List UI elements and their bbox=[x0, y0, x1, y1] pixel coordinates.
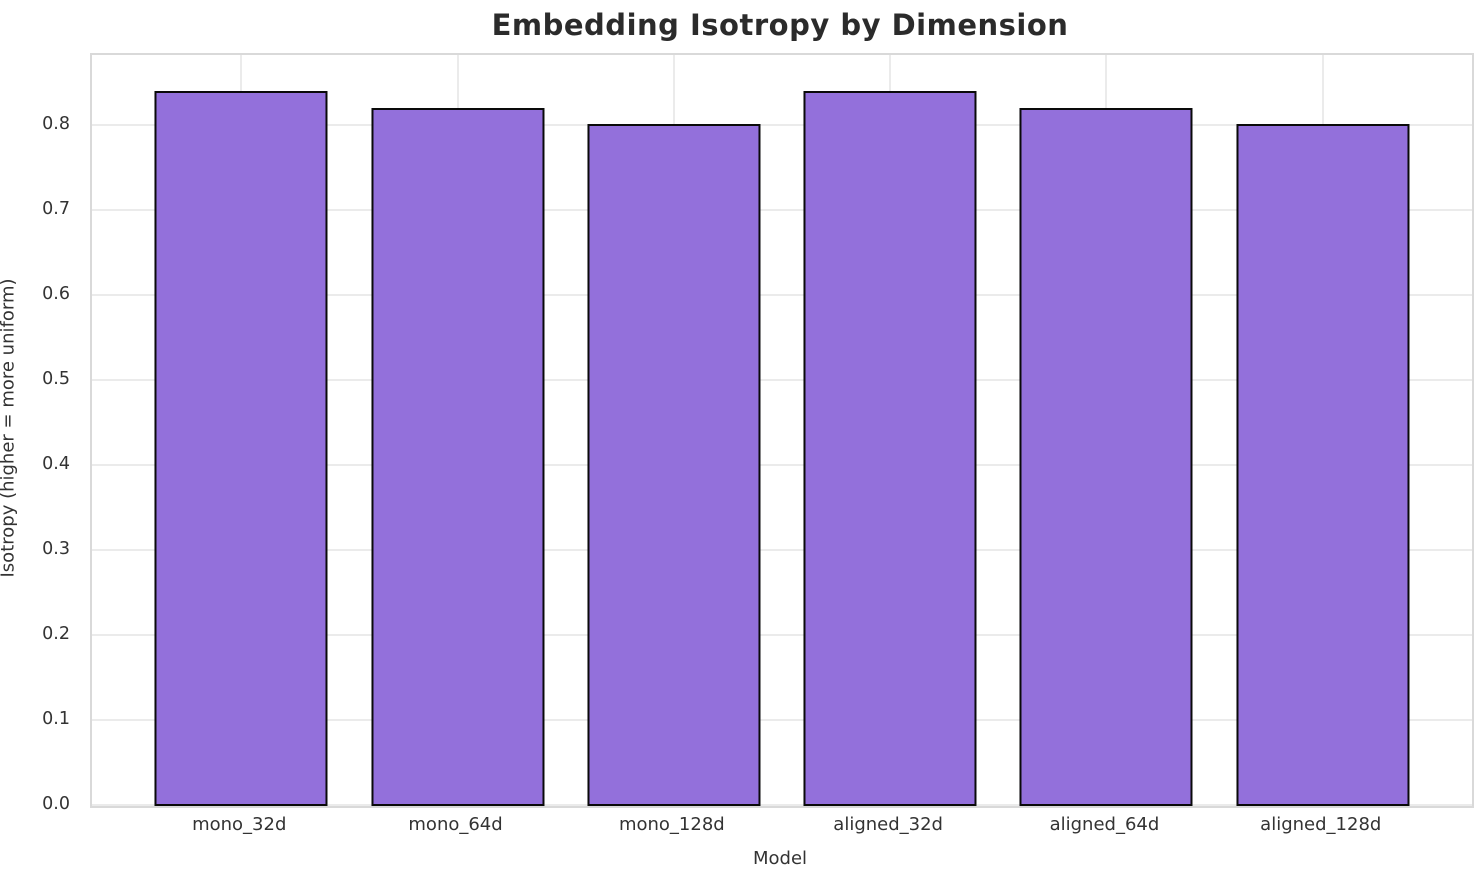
y-tick-label: 0.8 bbox=[42, 114, 70, 135]
gridline-horizontal bbox=[92, 804, 1472, 806]
gridline-horizontal bbox=[92, 464, 1472, 467]
y-tick-label: 0.3 bbox=[42, 539, 70, 560]
gridline-horizontal bbox=[92, 209, 1472, 212]
bar-mono_64d bbox=[371, 107, 545, 806]
bar-aligned_32d bbox=[803, 90, 977, 806]
y-axis-label: Isotropy (higher = more uniform) bbox=[0, 278, 19, 578]
y-tick-label: 0.2 bbox=[42, 624, 70, 645]
plot-area bbox=[90, 53, 1474, 808]
x-tick-label: aligned_64d bbox=[1049, 814, 1160, 835]
bar-aligned_128d bbox=[1236, 123, 1410, 806]
bar-aligned_64d bbox=[1019, 107, 1193, 806]
bar-mono_32d bbox=[154, 90, 328, 806]
gridline-horizontal bbox=[92, 549, 1472, 552]
x-axis-ticks: mono_32d mono_64d mono_128d aligned_32d alig… bbox=[90, 814, 1470, 840]
y-axis-ticks: 0.0 0.1 0.2 0.3 0.4 0.5 0.6 0.7 0.8 bbox=[0, 53, 80, 814]
gridline-horizontal bbox=[92, 719, 1472, 722]
x-tick-label: mono_128d bbox=[618, 814, 725, 835]
y-tick-label: 0.4 bbox=[42, 454, 70, 475]
y-tick-label: 0.6 bbox=[42, 284, 70, 305]
gridline-horizontal bbox=[92, 294, 1472, 297]
y-tick-label: 0.1 bbox=[42, 709, 70, 730]
gridline-horizontal bbox=[92, 124, 1472, 127]
gridline-horizontal bbox=[92, 379, 1472, 382]
x-tick-label: aligned_32d bbox=[833, 814, 943, 835]
chart-title: Embedding Isotropy by Dimension bbox=[491, 8, 1069, 42]
y-tick-label: 0.7 bbox=[42, 199, 70, 220]
x-tick-label: aligned_128d bbox=[1260, 814, 1382, 835]
x-tick-label: mono_32d bbox=[192, 814, 287, 835]
gridline-horizontal bbox=[92, 634, 1472, 637]
bar-mono_128d bbox=[587, 123, 761, 806]
x-axis-label: Model bbox=[752, 848, 808, 869]
x-tick-label: mono_64d bbox=[408, 814, 503, 835]
y-tick-label: 0.0 bbox=[42, 794, 70, 814]
y-tick-label: 0.5 bbox=[42, 369, 70, 390]
